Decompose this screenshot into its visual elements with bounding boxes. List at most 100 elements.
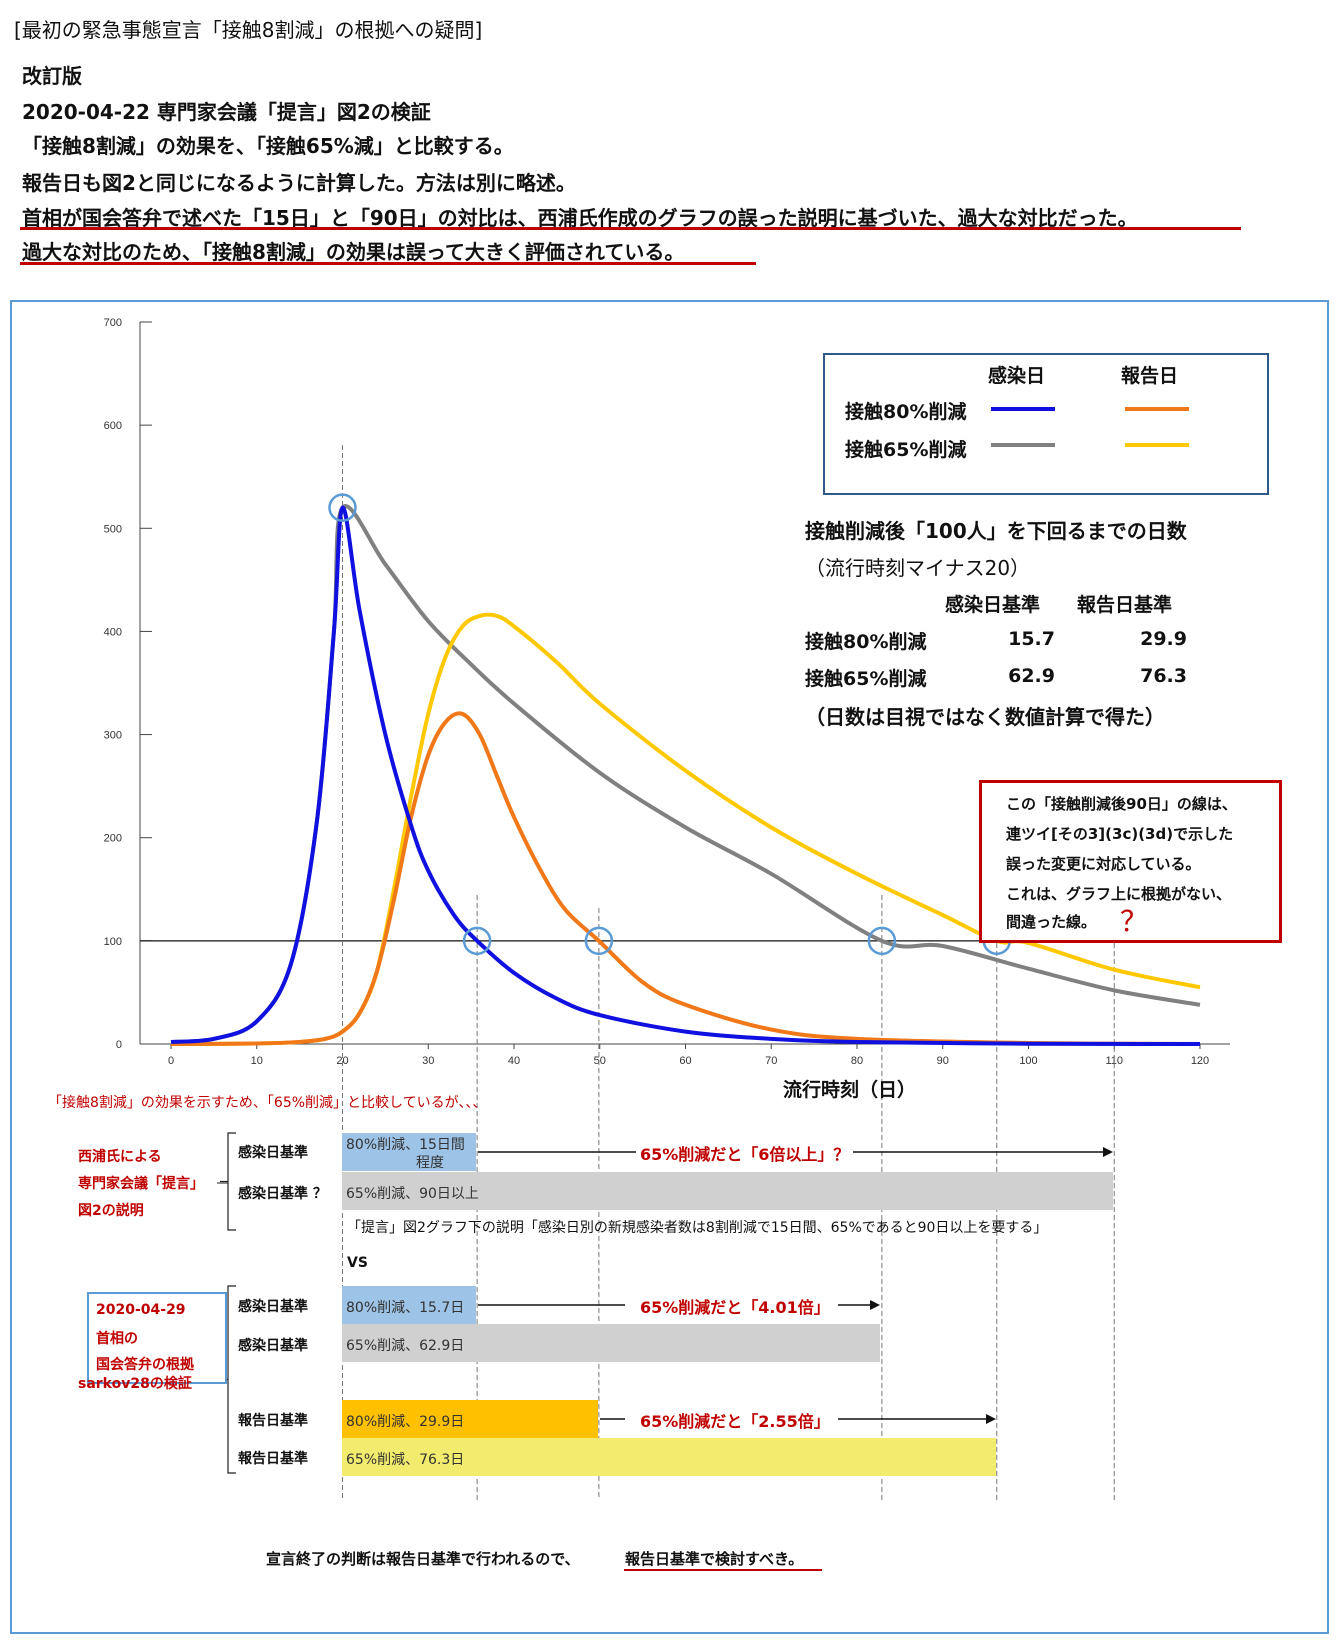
legend-col-report: 報告日 <box>1121 365 1179 387</box>
note-line-4: これは、グラフ上に根拠がない、 <box>1006 885 1232 903</box>
group1-line-1: 西浦氏による <box>78 1149 162 1165</box>
y-tick-label: 400 <box>104 626 122 638</box>
group1-line-3: 図2の説明 <box>78 1203 144 1219</box>
bar-80-15-7-label: 80%削減、15.7日 <box>346 1300 465 1316</box>
stats-col-report: 報告日基準 <box>1077 594 1173 616</box>
stats-row-80: 接触80%削減 <box>805 631 927 653</box>
series-line <box>170 711 1201 1046</box>
bar-80-15days <box>342 1133 476 1171</box>
series-line <box>170 505 1201 1046</box>
teigen-caption: 「提言」図2グラフ下の説明「感染日別の新規感染者数は8割削減で15日間、65%で… <box>347 1220 1048 1236</box>
legend: 感染日 報告日 接触80%削減 接触65%削減 <box>823 353 1269 495</box>
header-line-compare: 「接触8割減」の効果を、「接触65%減」と比較する。 <box>22 134 514 158</box>
group1-line-2: 専門家会議「提言」 <box>78 1176 204 1192</box>
bar-65-62-9 <box>342 1324 880 1362</box>
group2-label: sarkov28の検証 <box>78 1376 192 1392</box>
y-tick-label: 200 <box>104 833 122 845</box>
comparison-arrowhead <box>1103 1147 1113 1157</box>
row6-label: 報告日基準 <box>238 1451 308 1467</box>
row3-label: 感染日基準 <box>238 1299 308 1315</box>
x-tick-label: 110 <box>1105 1055 1123 1067</box>
row4-label: 感染日基準 <box>238 1338 308 1354</box>
x-axis-label: 流行時刻（日） <box>783 1079 917 1101</box>
ratio-6x-text: 65%削減だと「6倍以上」？ <box>636 1141 854 1165</box>
legend-swatch-65-report <box>1125 443 1189 447</box>
bar-65-90days-label: 65%削減、90日以上 <box>346 1186 479 1202</box>
header-line-conclusion: 過大な対比のため、「接触8割減」の効果は誤って大きく評価されている。 <box>22 240 685 264</box>
row2-label: 感染日基準 ？ <box>238 1186 327 1202</box>
x-tick-label: 120 <box>1191 1055 1209 1067</box>
x-tick-label: 0 <box>168 1055 174 1067</box>
group-bracket <box>227 1132 236 1231</box>
bar-80-15days-label-2: 程度 <box>416 1155 444 1171</box>
question-mark: ？ <box>1120 905 1149 938</box>
y-tick-label: 0 <box>116 1039 122 1051</box>
footer-text-a: 宣言終了の判断は報告日基準で行われるので、 <box>266 1550 580 1568</box>
highlight-circle <box>867 926 897 956</box>
legend-row-65: 接触65%削減 <box>845 439 967 461</box>
comparison-arrowhead <box>986 1414 996 1424</box>
bar-80-15days-label: 80%削減、15日間 <box>346 1137 465 1153</box>
highlight-circle <box>584 926 614 956</box>
pm-box-line-2: 首相の <box>96 1331 138 1347</box>
note-line-3: 誤った変更に対応している。 <box>1006 855 1201 873</box>
legend-swatch-80-report <box>1125 407 1189 411</box>
bar-80-15-7 <box>342 1286 476 1324</box>
x-tick-label: 70 <box>765 1055 777 1067</box>
row5-label: 報告日基準 <box>238 1413 308 1429</box>
stats-80-report: 29.9 <box>1140 628 1187 650</box>
stats-80-infection: 15.7 <box>1008 628 1055 650</box>
row1-label: 感染日基準 <box>238 1145 308 1161</box>
x-tick-label: 50 <box>594 1055 606 1067</box>
legend-row-80: 接触80%削減 <box>845 401 967 423</box>
page-title: [最初の緊急事態宣言「接触8割減」の根拠への疑問] <box>14 18 483 42</box>
highlight-circle <box>462 926 492 956</box>
legend-swatch-65-infection <box>991 443 1055 447</box>
y-tick-label: 500 <box>104 523 122 535</box>
header-line-claim: 首相が国会答弁で述べた「15日」と「90日」の対比は、西浦氏作成のグラフの誤った… <box>22 206 1138 230</box>
bar-65-76-3 <box>342 1438 996 1476</box>
bar-80-29-9-label: 80%削減、29.9日 <box>346 1414 465 1430</box>
legend-swatch-80-infection <box>991 407 1055 411</box>
x-tick-label: 10 <box>251 1055 263 1067</box>
footer-text-b: 報告日基準で検討すべき。 <box>625 1550 804 1568</box>
figure-frame <box>10 300 1329 1634</box>
bar-65-76-3-label: 65%削減、76.3日 <box>346 1452 465 1468</box>
x-tick-label: 60 <box>679 1055 691 1067</box>
y-tick-label: 300 <box>104 730 122 742</box>
stats-65-infection: 62.9 <box>1008 665 1055 687</box>
comparison-intro: 「接触8割減」の効果を示すため、「65%削減」と比較しているが、、、 <box>48 1095 487 1111</box>
x-tick-label: 100 <box>1019 1055 1037 1067</box>
claim-underline <box>20 227 1241 230</box>
note-line-2: 連ツイ[その3](3c)(3d)で示した <box>1006 825 1234 843</box>
vs-label: VS <box>347 1255 368 1271</box>
bar-65-90days <box>342 1172 1113 1210</box>
pm-answer-box: 2020-04-29 首相の 国会答弁の根拠 <box>87 1292 227 1384</box>
legend-col-infection: 感染日 <box>988 365 1046 387</box>
stats-title: 接触削減後「100人」を下回るまでの日数 <box>805 519 1187 543</box>
stats-subtitle: （流行時刻マイナス20） <box>805 556 1031 580</box>
conclusion-underline <box>20 262 756 265</box>
bar-80-29-9 <box>342 1400 598 1438</box>
highlight-circle <box>328 493 357 522</box>
x-tick-label: 90 <box>937 1055 949 1067</box>
y-tick-label: 100 <box>104 936 122 948</box>
group-bracket <box>227 1285 236 1474</box>
stats-footnote: （日数は目視ではなく数値計算で得た） <box>805 705 1165 729</box>
series-line <box>170 504 1201 1044</box>
footer-underline <box>624 1569 822 1571</box>
y-tick-label: 700 <box>104 317 122 329</box>
ratio-4-01-text: 65%削減だと「4.01倍」 <box>636 1294 834 1318</box>
header-line-revision: 改訂版 <box>22 64 82 88</box>
y-tick-label: 600 <box>104 420 122 432</box>
header-line-date: 2020-04-22 専門家会議「提言」図2の検証 <box>22 100 431 124</box>
bar-65-62-9-label: 65%削減、62.9日 <box>346 1338 465 1354</box>
chart-series <box>170 504 1201 1046</box>
note-line-1: この「接触削減後90日」の線は、 <box>1006 795 1237 813</box>
pm-box-line-1: 2020-04-29 <box>96 1302 186 1318</box>
stats-row-65: 接触65%削減 <box>805 668 927 690</box>
error-note-box: この「接触削減後90日」の線は、 連ツイ[その3](3c)(3d)で示した 誤っ… <box>979 780 1282 943</box>
x-tick-label: 30 <box>422 1055 434 1067</box>
pm-box-line-3: 国会答弁の根拠 <box>96 1357 194 1373</box>
